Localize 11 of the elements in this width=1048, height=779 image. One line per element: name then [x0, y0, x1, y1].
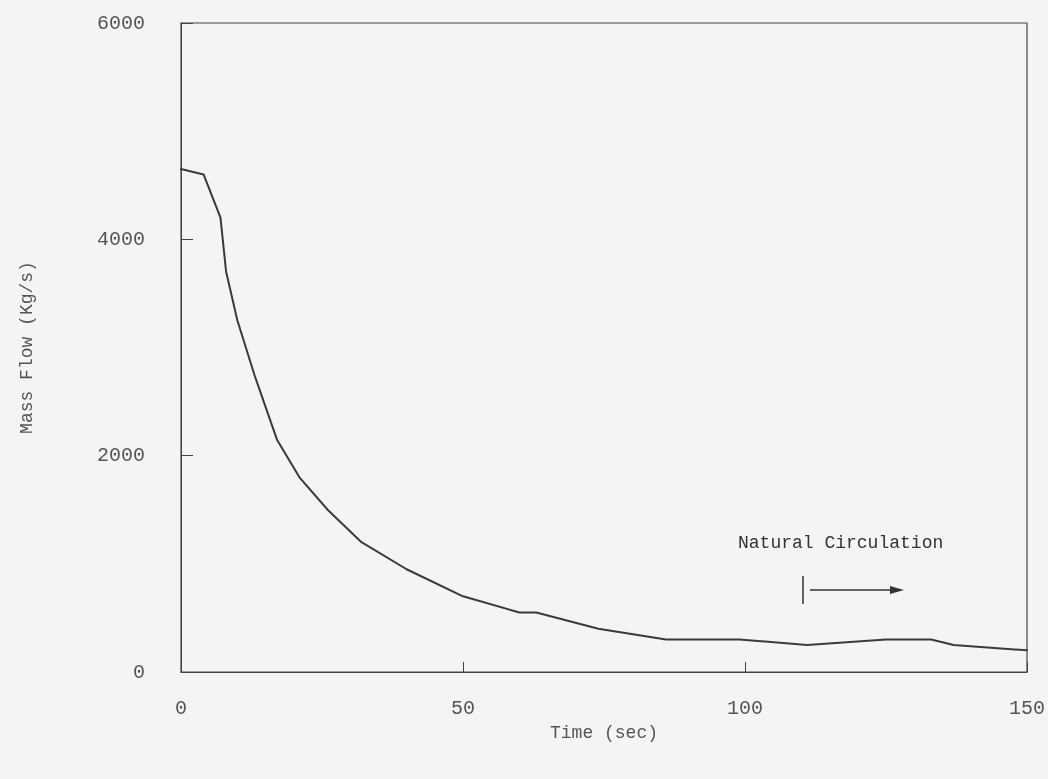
- y-tick-label: 4000: [96, 227, 145, 251]
- x-axis-title: Time (sec): [549, 723, 659, 743]
- y-tick-label: 0: [132, 660, 145, 684]
- y-axis-title: Mass Flow (Kg/s): [17, 261, 37, 434]
- annotation: Natural Circulation: [738, 533, 944, 553]
- y-tick-label: 2000: [96, 444, 145, 468]
- x-tick-label: 0: [174, 696, 188, 720]
- x-tick-label: 100: [726, 696, 764, 720]
- x-tick-label: 150: [1008, 696, 1045, 720]
- x-tick-label: 50: [450, 696, 476, 720]
- y-tick-label: 6000: [96, 11, 145, 35]
